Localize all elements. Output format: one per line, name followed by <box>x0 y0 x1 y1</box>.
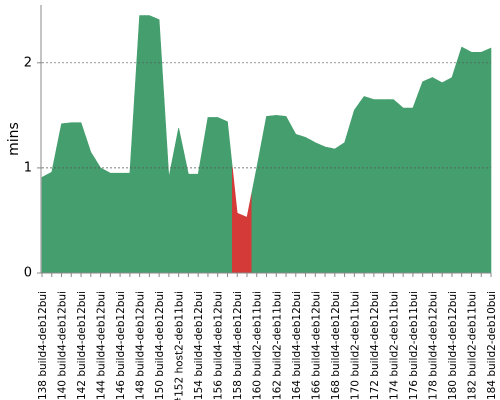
area-segment <box>280 115 292 274</box>
area-segment <box>75 122 87 274</box>
area-segment <box>310 139 321 274</box>
x-tick-label: #176 build2-deb11bui <box>408 291 420 400</box>
x-tick-label: #162 build2-deb11bui <box>271 291 283 400</box>
area-segment <box>46 147 57 274</box>
x-tick-label: #148 build4-deb12bui <box>135 291 147 400</box>
area-segment <box>427 77 438 274</box>
x-tick-label: #142 build4-deb12bui <box>76 291 88 400</box>
area-segment <box>41 174 48 274</box>
x-tick-label: #164 build4-deb12bui <box>291 291 303 400</box>
area-segment <box>212 117 223 274</box>
x-tick-label: #178 build4-deb12bui <box>427 291 439 400</box>
x-tick-label: #140 build4-deb12bui <box>57 291 69 400</box>
area-segment <box>378 99 389 274</box>
area-segment <box>241 192 253 274</box>
area-segment <box>339 126 350 274</box>
area-segment <box>261 115 272 274</box>
area-segment <box>163 98 175 274</box>
x-tick-label: #180 build4-deb12bui <box>447 291 459 400</box>
y-tick-label: 2 <box>24 55 32 70</box>
x-tick-label: #144 build4-deb12bui <box>96 291 108 400</box>
area-segment <box>349 102 360 274</box>
area-segment <box>56 122 67 274</box>
x-tick-label: #154 build4-deb12bui <box>193 291 205 400</box>
area-segment <box>173 127 184 274</box>
area-segment <box>95 158 106 274</box>
y-axis-label: mins <box>6 122 22 156</box>
area-segment <box>290 125 301 274</box>
area-segment <box>476 49 487 274</box>
x-tick-label: #184 build2-deb10bui <box>486 291 498 400</box>
area-segment <box>368 97 380 274</box>
y-tick-label: 1 <box>24 160 32 175</box>
x-tick-label: #174 build2-deb11bui <box>388 291 400 400</box>
area-segment <box>105 170 116 274</box>
area-segment <box>417 79 428 274</box>
x-tick-label: #160 build2-deb11bui <box>252 291 264 400</box>
area-segment <box>466 49 477 274</box>
area-segment <box>397 103 409 274</box>
area-segment <box>300 135 311 274</box>
x-tick-label: #168 build4-deb12bui <box>330 291 342 400</box>
area-segment <box>192 145 204 274</box>
x-tick-label: #146 build4-deb12bui <box>115 291 127 400</box>
x-tick-label: #182 build2-deb11bui <box>466 291 478 400</box>
area-segment <box>329 145 341 274</box>
x-tick-label: #138 build4-deb12bui <box>37 291 49 400</box>
x-tick-label: #150 build4-deb12bui <box>154 291 166 400</box>
area-segment <box>114 172 126 274</box>
area-segment <box>66 122 77 274</box>
area-segment <box>456 46 467 274</box>
x-tick-label: #170 build2-deb11bui <box>349 291 361 400</box>
x-tick-label: #172 build4-deb12bui <box>369 291 381 400</box>
area-segment <box>319 144 331 274</box>
area-segment <box>485 47 492 274</box>
area-segment <box>202 117 214 274</box>
area-segment <box>251 142 262 274</box>
area-segment <box>271 115 282 274</box>
y-tick-label: 0 <box>24 266 32 281</box>
area-segment <box>358 96 370 274</box>
area-segment <box>153 17 165 274</box>
area-segment <box>407 94 419 274</box>
x-tick-label: #158 build4-deb12bui <box>232 291 244 400</box>
area-segment <box>222 119 233 274</box>
x-tick-label: #152 host2-deb11bui <box>174 291 186 400</box>
area-segment <box>437 79 448 274</box>
area-segment <box>183 151 194 274</box>
area-segment <box>85 137 96 274</box>
area-segment <box>388 99 399 274</box>
x-tick-label: #156 build4-deb12bui <box>213 291 225 400</box>
area-segment <box>124 94 136 274</box>
area-segment <box>144 15 155 274</box>
x-tick-label: #166 build4-deb12bui <box>310 291 322 400</box>
area-segment <box>134 15 145 274</box>
area-segment <box>232 167 243 274</box>
